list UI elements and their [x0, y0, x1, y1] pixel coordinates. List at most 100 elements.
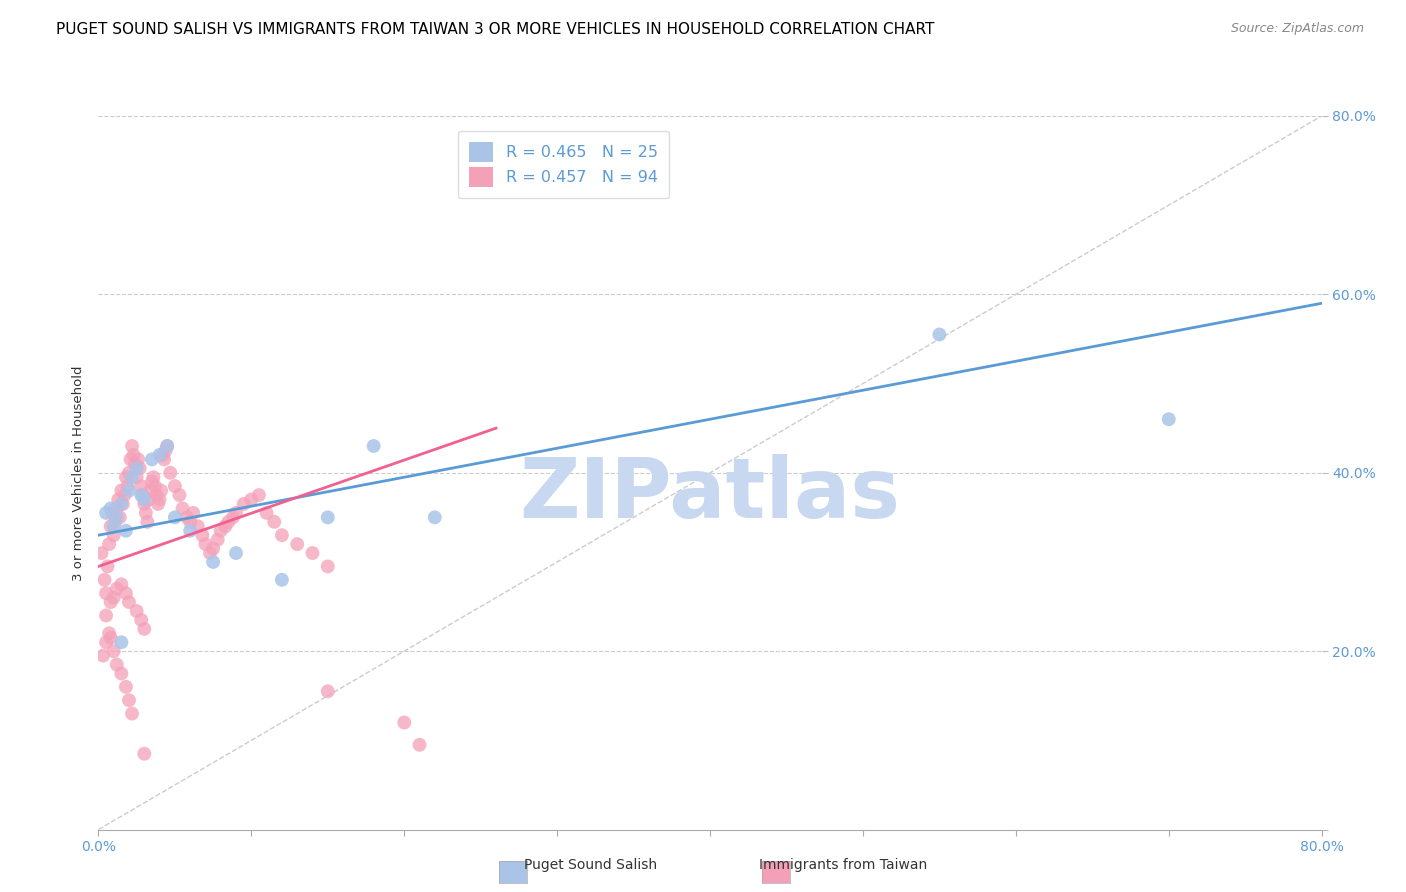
Point [100, 501, 122, 516]
Point [103, 644, 125, 658]
Y-axis label: 3 or more Vehicles in Household: 3 or more Vehicles in Household [72, 365, 86, 581]
Point [163, 510, 186, 524]
Point [202, 541, 225, 556]
Text: ZIPatlas: ZIPatlas [520, 454, 900, 534]
Point [110, 483, 132, 498]
Point [91, 648, 114, 663]
Point [121, 706, 143, 721]
Point [100, 519, 122, 533]
Point [94, 586, 117, 600]
Point [198, 546, 221, 560]
Point [118, 466, 141, 480]
Point [159, 466, 181, 480]
Point [104, 515, 127, 529]
Point [111, 497, 134, 511]
Point [121, 439, 143, 453]
Point [115, 524, 138, 538]
Point [240, 492, 263, 507]
Point [141, 475, 163, 489]
Text: PUGET SOUND SALISH VS IMMIGRANTS FROM TAIWAN 3 OR MORE VEHICLES IN HOUSEHOLD COR: PUGET SOUND SALISH VS IMMIGRANTS FROM TA… [56, 22, 935, 37]
Point [105, 582, 128, 596]
Point [225, 506, 247, 520]
Point [125, 604, 148, 618]
Point [187, 519, 209, 533]
Point [316, 684, 339, 698]
Point [179, 524, 201, 538]
Point [172, 501, 194, 516]
Point [145, 488, 167, 502]
Point [138, 492, 160, 507]
Point [270, 573, 292, 587]
Point [98, 537, 121, 551]
Point [110, 577, 132, 591]
Point [134, 492, 156, 507]
Point [115, 470, 138, 484]
Point [191, 528, 214, 542]
Point [155, 443, 177, 458]
Point [142, 470, 165, 484]
Point [134, 497, 156, 511]
Point [232, 497, 254, 511]
Point [127, 452, 149, 467]
Point [408, 738, 430, 752]
Point [136, 515, 159, 529]
Point [94, 608, 117, 623]
Point [134, 622, 156, 636]
Point [117, 479, 139, 493]
Point [97, 559, 120, 574]
Point [285, 537, 308, 551]
Text: Immigrants from Taiwan: Immigrants from Taiwan [759, 858, 928, 872]
Point [108, 510, 131, 524]
Point [169, 488, 191, 502]
Point [132, 488, 155, 502]
Point [90, 546, 112, 560]
Text: Source: ZipAtlas.com: Source: ZipAtlas.com [1230, 22, 1364, 36]
Point [150, 483, 173, 498]
Point [110, 666, 132, 681]
Point [139, 483, 162, 498]
Point [392, 715, 416, 730]
Point [153, 452, 176, 467]
Point [181, 506, 204, 520]
Point [118, 595, 141, 609]
Point [98, 626, 121, 640]
Point [176, 510, 198, 524]
Point [118, 693, 141, 707]
Point [217, 515, 239, 529]
Point [94, 635, 117, 649]
Point [115, 586, 138, 600]
Point [134, 747, 156, 761]
Point [156, 439, 179, 453]
Point [121, 470, 143, 484]
Text: Puget Sound Salish: Puget Sound Salish [524, 858, 657, 872]
Point [103, 528, 125, 542]
Point [202, 555, 225, 569]
Point [152, 448, 174, 462]
Point [363, 439, 385, 453]
Point [124, 457, 146, 471]
Point [141, 452, 163, 467]
Point [128, 461, 150, 475]
Point [316, 510, 339, 524]
Point [115, 680, 138, 694]
Point [156, 439, 179, 453]
Point [1157, 412, 1180, 426]
Point [194, 537, 217, 551]
Point [209, 524, 232, 538]
Point [263, 515, 285, 529]
Point [129, 488, 152, 502]
Point [214, 519, 236, 533]
Point [135, 506, 157, 520]
Point [110, 635, 132, 649]
Point [149, 492, 172, 507]
Point [316, 559, 339, 574]
Point [225, 546, 247, 560]
Point [247, 488, 270, 502]
Point [100, 631, 122, 645]
Point [107, 492, 129, 507]
Point [301, 546, 323, 560]
Point [118, 483, 141, 498]
Point [149, 448, 172, 462]
Point [101, 506, 124, 520]
Point [93, 573, 115, 587]
